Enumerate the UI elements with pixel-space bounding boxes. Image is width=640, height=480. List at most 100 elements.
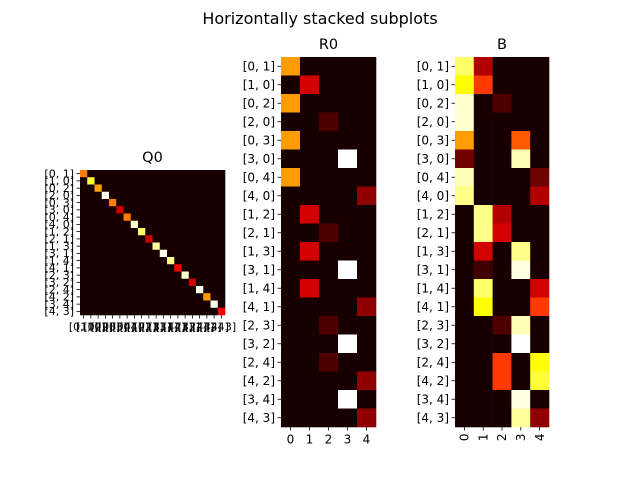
heatmap-cell <box>300 334 320 354</box>
heatmap-cell <box>281 112 301 132</box>
heatmap-cell <box>94 235 103 243</box>
heatmap-cell <box>123 220 132 229</box>
y-tick-label: [3, 4] <box>44 298 74 311</box>
heatmap-cell <box>101 184 110 193</box>
heatmap-cell <box>80 235 88 243</box>
heatmap-cell <box>492 408 512 428</box>
x-tick-label: [3, 2] <box>178 321 208 334</box>
heatmap-cell <box>203 206 211 214</box>
x-tick-label: 0 <box>287 433 295 447</box>
heatmap-cell <box>492 260 512 280</box>
heatmap-cell <box>94 307 103 316</box>
heatmap-cell <box>357 75 377 95</box>
heatmap-cell <box>152 307 161 316</box>
heatmap-cell <box>530 186 550 206</box>
heatmap-cell <box>492 149 512 169</box>
heatmap-cell <box>109 249 117 258</box>
heatmap-cell <box>116 170 124 178</box>
heatmap-cell <box>87 264 95 272</box>
heatmap-cell <box>145 177 153 185</box>
y-tick-label: [2, 0] <box>243 115 275 129</box>
heatmap-cell <box>94 191 103 200</box>
heatmap-cell <box>217 191 226 200</box>
heatmap-cell <box>123 264 132 272</box>
x-tick-label: [1, 0] <box>76 321 106 334</box>
y-tick-label: [1, 0] <box>243 78 275 92</box>
y-tick-label: [1, 4] <box>44 254 74 267</box>
heatmap-cell <box>530 223 550 243</box>
heatmap-cell <box>130 213 139 222</box>
heatmap-cell <box>181 235 190 243</box>
heatmap-cell <box>109 213 117 222</box>
heatmap-cell <box>152 191 161 200</box>
y-tick-label: [0, 1] <box>417 59 449 73</box>
heatmap-cell <box>138 235 146 243</box>
heatmap-cell <box>167 242 175 251</box>
heatmap-cell <box>473 408 493 428</box>
heatmap-cell <box>455 408 475 428</box>
heatmap-cell <box>130 228 139 236</box>
heatmap-cell <box>130 257 139 265</box>
heatmap-cell <box>138 293 146 301</box>
heatmap-cell <box>455 316 475 335</box>
heatmap-cell <box>116 213 124 222</box>
heatmap-cell <box>203 199 211 207</box>
heatmap-cell <box>188 220 197 229</box>
heatmap-cell <box>196 242 204 251</box>
heatmap-cell <box>319 168 339 187</box>
heatmap-cell <box>181 286 190 294</box>
heatmap-cell <box>196 191 204 200</box>
heatmap-cell <box>455 279 475 298</box>
heatmap-cell <box>159 170 168 178</box>
heatmap-cell <box>167 170 175 178</box>
heatmap-cell <box>87 177 95 185</box>
heatmap-cell <box>101 271 110 280</box>
y-tick-label: [2, 3] <box>243 318 275 332</box>
heatmap-cell <box>130 235 139 243</box>
heatmap-cell <box>203 257 211 265</box>
heatmap-cell <box>152 177 161 185</box>
heatmap-cell <box>217 249 226 258</box>
y-tick-label: [2, 4] <box>243 355 275 369</box>
y-tick-label: [3, 2] <box>44 276 74 289</box>
heatmap-cell <box>196 278 204 287</box>
heatmap-cell <box>116 228 124 236</box>
x-tick-label: 3 <box>344 433 352 447</box>
heatmap-cell <box>181 184 190 193</box>
heatmap-cell <box>181 177 190 185</box>
heatmap-cell <box>109 293 117 301</box>
heatmap-cell <box>101 300 110 309</box>
heatmap-cell <box>181 206 190 214</box>
heatmap-cell <box>455 186 475 206</box>
heatmap-cell <box>87 293 95 301</box>
heatmap-cell <box>530 260 550 280</box>
heatmap-cell <box>473 279 493 298</box>
x-tick-label: [1, 2] <box>127 321 157 334</box>
heatmap-cell <box>530 242 550 261</box>
x-tick-label: [4, 0] <box>120 321 150 334</box>
heatmap-cell <box>281 57 301 76</box>
heatmap-cell <box>357 371 377 391</box>
heatmap-cell <box>167 184 175 193</box>
heatmap-cell <box>130 191 139 200</box>
heatmap-cell <box>511 112 531 132</box>
heatmap-cell <box>473 94 493 113</box>
heatmap-cell <box>174 213 182 222</box>
heatmap-cell <box>116 177 124 185</box>
heatmap-cell <box>357 297 377 317</box>
heatmap-cell <box>217 199 226 207</box>
heatmap-cell <box>357 279 377 298</box>
heatmap-cell <box>338 75 358 95</box>
heatmap-cell <box>167 278 175 287</box>
heatmap-cell <box>217 278 226 287</box>
heatmap-cell <box>217 307 226 316</box>
heatmap-cell <box>473 334 493 354</box>
heatmap-cell <box>94 286 103 294</box>
y-tick-label: [4, 3] <box>44 305 74 318</box>
heatmap-cell <box>203 228 211 236</box>
heatmap-cell <box>203 242 211 251</box>
y-tick-label: [0, 2] <box>243 96 275 110</box>
heatmap-cell <box>319 205 339 224</box>
heatmap-cell <box>101 177 110 185</box>
heatmap-cell <box>210 300 219 309</box>
